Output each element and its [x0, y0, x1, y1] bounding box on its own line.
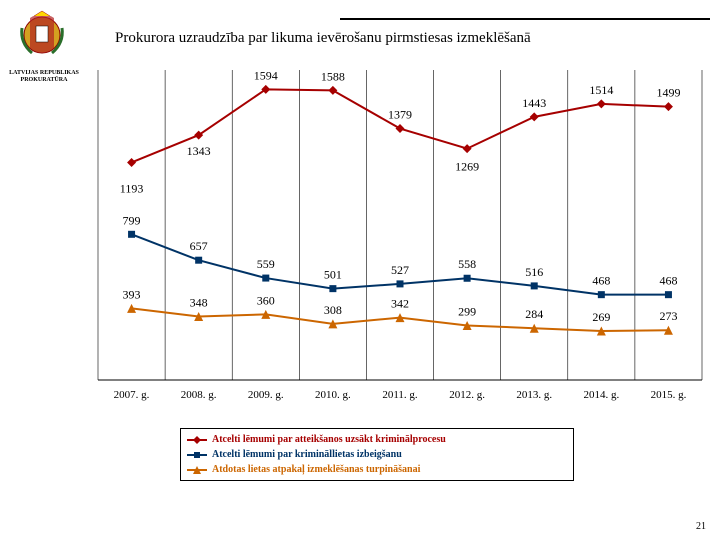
svg-text:273: 273 — [659, 309, 677, 323]
svg-text:2014. g.: 2014. g. — [583, 389, 619, 401]
line-chart: 2007. g. 2008. g. 2009. g. 2010. g. 2011. g.… — [90, 60, 710, 420]
legend-item: Atcelti lēmumi par atteikšanos uzsākt kr… — [187, 432, 567, 447]
svg-text:1343: 1343 — [187, 144, 211, 158]
svg-text:342: 342 — [391, 297, 409, 311]
svg-text:657: 657 — [190, 239, 208, 253]
chart-title: Prokurora uzraudzība par likuma ievēroša… — [115, 30, 531, 47]
svg-text:1379: 1379 — [388, 108, 412, 122]
page-number: 21 — [696, 521, 706, 532]
svg-text:468: 468 — [659, 274, 677, 288]
svg-text:2012. g.: 2012. g. — [449, 389, 485, 401]
legend-item: Atdotas lietas atpakaļ izmeklēšanas turp… — [187, 462, 567, 477]
svg-text:559: 559 — [257, 257, 275, 271]
svg-text:468: 468 — [592, 274, 610, 288]
title-rule — [340, 18, 710, 20]
svg-text:516: 516 — [525, 265, 543, 279]
svg-text:2010. g.: 2010. g. — [315, 389, 351, 401]
svg-text:1193: 1193 — [120, 181, 144, 195]
svg-text:2007. g.: 2007. g. — [114, 389, 150, 401]
svg-text:393: 393 — [123, 287, 141, 301]
legend-item: Atcelti lēmumi par krimināllietas izbeig… — [187, 447, 567, 462]
svg-text:1499: 1499 — [656, 86, 680, 100]
svg-text:2011. g.: 2011. g. — [382, 389, 418, 401]
svg-text:308: 308 — [324, 303, 342, 317]
svg-text:360: 360 — [257, 293, 275, 307]
svg-text:1269: 1269 — [455, 160, 479, 174]
svg-text:2009. g.: 2009. g. — [248, 389, 284, 401]
legend-box: Atcelti lēmumi par atteikšanos uzsākt kr… — [180, 428, 574, 481]
svg-text:2015. g.: 2015. g. — [651, 389, 687, 401]
svg-text:1514: 1514 — [589, 83, 613, 97]
svg-text:299: 299 — [458, 304, 476, 318]
svg-text:501: 501 — [324, 268, 342, 282]
svg-text:1588: 1588 — [321, 69, 345, 83]
svg-text:348: 348 — [190, 296, 208, 310]
svg-text:799: 799 — [123, 213, 141, 227]
svg-text:2013. g.: 2013. g. — [516, 389, 552, 401]
svg-text:1594: 1594 — [254, 68, 278, 82]
state-emblem — [12, 8, 72, 63]
svg-text:269: 269 — [592, 310, 610, 324]
svg-text:558: 558 — [458, 257, 476, 271]
svg-text:1443: 1443 — [522, 96, 546, 110]
svg-text:284: 284 — [525, 307, 543, 321]
svg-text:527: 527 — [391, 263, 409, 277]
org-label: LATVIJAS REPUBLIKAS PROKURATŪRA — [4, 70, 84, 83]
svg-text:2008. g.: 2008. g. — [181, 389, 217, 401]
